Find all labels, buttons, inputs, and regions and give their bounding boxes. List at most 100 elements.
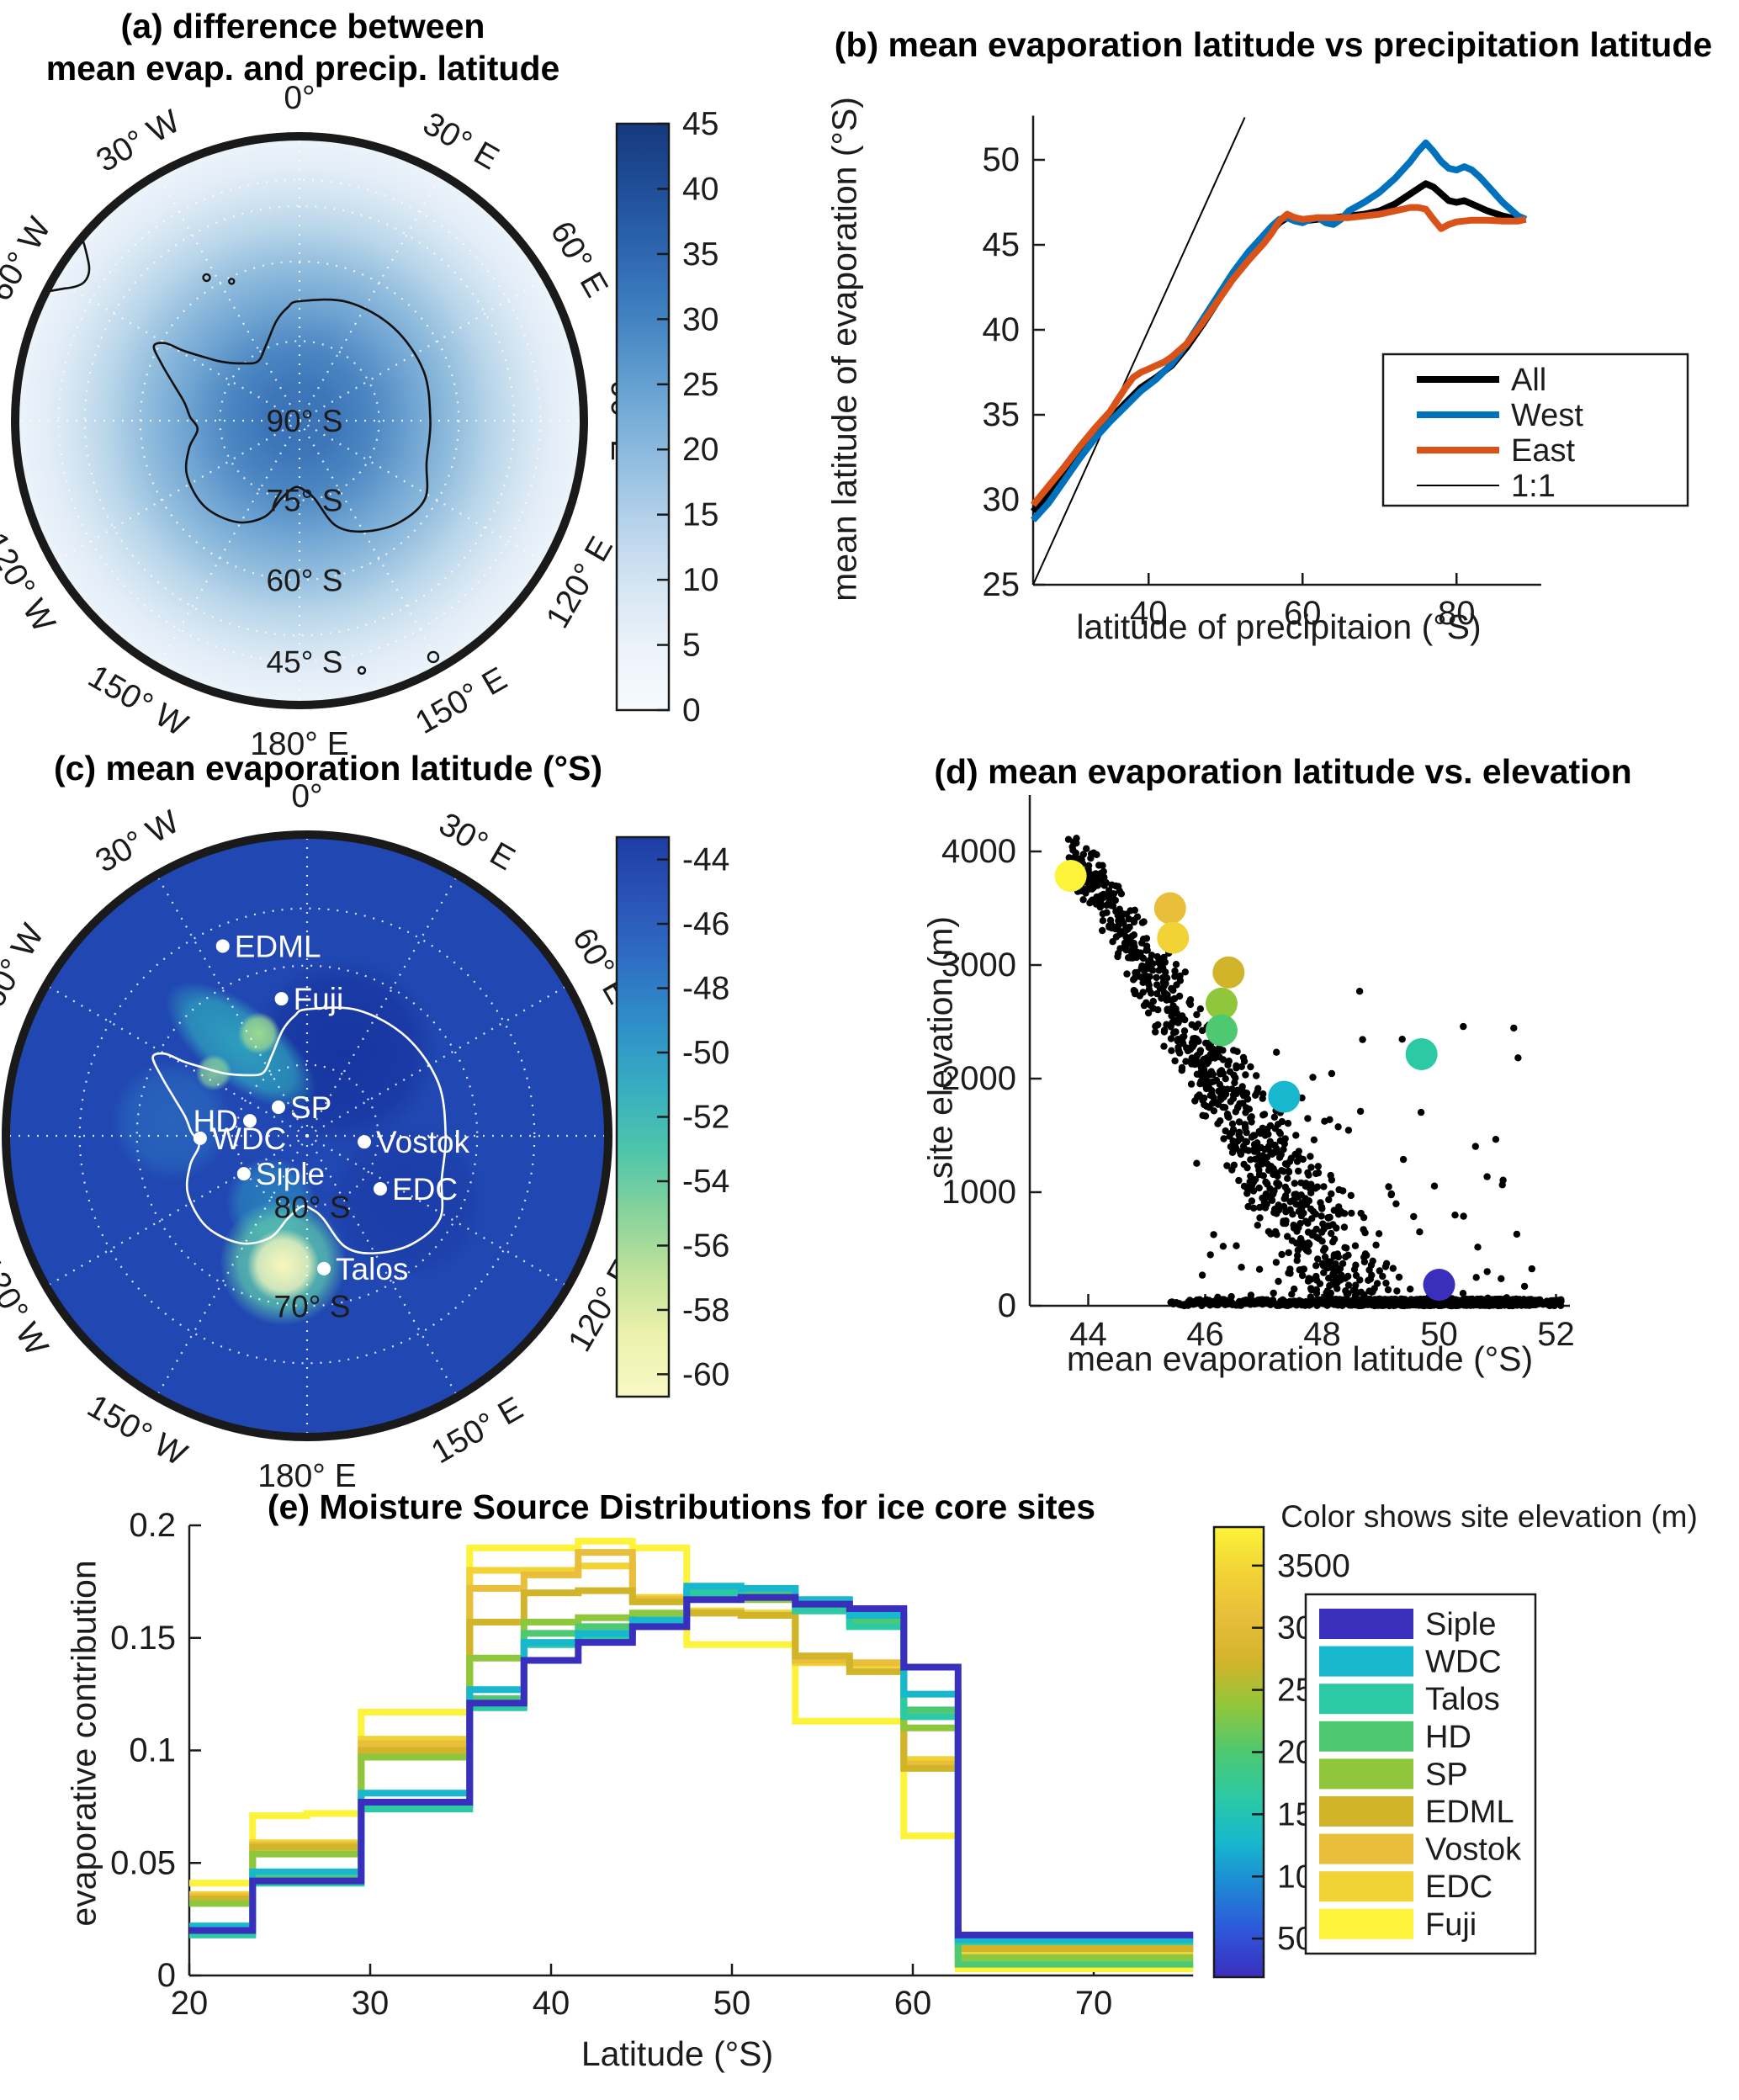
map-a-island bbox=[357, 666, 367, 676]
site-label-vostok: Vostok bbox=[376, 1125, 470, 1159]
legend-swatch-siple bbox=[1319, 1609, 1413, 1639]
site-marker-siple bbox=[236, 1167, 251, 1181]
site-label-edml: EDML bbox=[235, 929, 321, 963]
map-c-rim-label: 180° E bbox=[257, 1458, 357, 1494]
panel-b-axes bbox=[1031, 115, 1541, 586]
colorbar-a-tick: 10 bbox=[682, 562, 718, 598]
site-marker-fuji bbox=[274, 992, 289, 1006]
colorbar-c-tick: -56 bbox=[682, 1228, 729, 1264]
colorbar-c-tick: -60 bbox=[682, 1356, 729, 1392]
map-a-lat-label: 45° S bbox=[267, 644, 343, 679]
panel-a-title: (a) difference between mean evap. and pr… bbox=[25, 5, 581, 89]
colorbar-c-tick: -46 bbox=[682, 906, 729, 942]
map-c-color-patch bbox=[111, 1060, 232, 1181]
panel-e-ytick: 0.1 bbox=[129, 1732, 176, 1769]
series-1-1 bbox=[1032, 117, 1246, 586]
msd-series-fuji bbox=[189, 1537, 1194, 1972]
colorbar-c-tick: -54 bbox=[682, 1164, 729, 1200]
site-dot-edml bbox=[1212, 956, 1245, 989]
panel-d-ytick: 3000 bbox=[941, 947, 1016, 984]
site-marker-hd bbox=[242, 1114, 257, 1128]
map-c-rim-label: 0° bbox=[291, 778, 322, 814]
colorbar-e-tick: 3500 bbox=[1277, 1548, 1350, 1584]
panel-b-xtick: 80 bbox=[1438, 595, 1476, 632]
map-a-rim bbox=[11, 132, 588, 709]
site-marker-edml bbox=[215, 939, 230, 953]
panel-e-xtick: 70 bbox=[1075, 1985, 1113, 2022]
colorbar-c: -44 -46 -48 -50 -52 -54 -56 -58 -60 bbox=[615, 835, 729, 1398]
panel-a-title-line1: (a) difference between bbox=[120, 7, 485, 45]
map-c-lat-label: 80° S bbox=[274, 1190, 351, 1224]
panel-e-xtick: 40 bbox=[533, 1985, 570, 2022]
map-a-graticule bbox=[15, 136, 584, 705]
panel-e-ytick: 0.2 bbox=[129, 1507, 176, 1544]
panel-e-xtick: 60 bbox=[894, 1985, 932, 2022]
panel-d-scatter-chart: 44 46 48 50 52 0 1000 2000 3000 4000 bbox=[941, 795, 1575, 1353]
colorbar-c-tick: -48 bbox=[682, 971, 729, 1007]
site-dot-talos bbox=[1405, 1037, 1438, 1070]
map-a-island bbox=[202, 273, 211, 283]
site-label-talos: Talos bbox=[336, 1252, 408, 1286]
colorbar-c-tick: -58 bbox=[682, 1292, 729, 1328]
legend-label-talos: Talos bbox=[1425, 1682, 1500, 1717]
panel-d-ytick: 4000 bbox=[941, 833, 1016, 870]
panel-d-xtick: 46 bbox=[1186, 1316, 1224, 1353]
legend-label-edc: EDC bbox=[1425, 1869, 1492, 1905]
msd-series-edc bbox=[189, 1562, 1194, 1954]
panel-d-xtick: 48 bbox=[1303, 1316, 1341, 1353]
panel-e-xtick: 20 bbox=[171, 1985, 209, 2022]
panel-b-ytick: 35 bbox=[983, 396, 1021, 433]
site-label-edc: EDC bbox=[392, 1172, 458, 1206]
panel-e-ytick: 0.15 bbox=[110, 1620, 176, 1657]
panel-e-xtick: 50 bbox=[713, 1985, 751, 2022]
legend-label-fuji: Fuji bbox=[1425, 1907, 1477, 1943]
colorbar-a-tick: 45 bbox=[682, 106, 718, 142]
msd-series-siple bbox=[189, 1594, 1194, 1938]
colorbar-c-tick: -44 bbox=[682, 842, 729, 878]
panel-d-ytick: 2000 bbox=[941, 1060, 1016, 1097]
legend-label-hd: HD bbox=[1425, 1720, 1471, 1755]
legend-label-edml: EDML bbox=[1425, 1795, 1514, 1830]
colorbar-a-tick: 0 bbox=[682, 692, 701, 729]
panel-d-title: (d) mean evaporation latitude vs. elevat… bbox=[934, 752, 1632, 791]
colorbar-a: 45 40 35 30 25 20 15 10 5 0 bbox=[615, 106, 718, 729]
map-a-antarctica-coastline bbox=[152, 298, 432, 533]
map-a-rim-label: 180° E bbox=[250, 726, 349, 762]
legend-swatch-talos bbox=[1319, 1684, 1413, 1715]
panel-d-ytick: 0 bbox=[998, 1287, 1016, 1324]
panel-e-ytick: 0.05 bbox=[110, 1844, 176, 1881]
colorbar-a-tick: 5 bbox=[682, 628, 701, 664]
panel-e-step-chart: 20304050607000.050.10.150.23500300025002… bbox=[110, 1507, 1537, 2022]
map-a-lat-label: 60° S bbox=[267, 563, 343, 597]
panel-d-ytick: 1000 bbox=[941, 1174, 1016, 1211]
colorbar-c-tick: -52 bbox=[682, 1100, 729, 1136]
colorbar-a-tick: 35 bbox=[682, 236, 718, 273]
map-c-rim bbox=[2, 830, 612, 1441]
panel-e-colorbar-title: Color shows site elevation (m) bbox=[1280, 1499, 1698, 1534]
panel-b-ytick: 25 bbox=[983, 566, 1021, 603]
panel-e-xtick: 30 bbox=[352, 1985, 390, 2022]
site-marker-talos bbox=[317, 1261, 331, 1275]
panel-e-title: (e) Moisture Source Distributions for ic… bbox=[267, 1488, 1096, 1526]
legend-label-wdc: WDC bbox=[1425, 1645, 1502, 1680]
map-a-rim-label: 0° bbox=[284, 80, 315, 116]
map-c-color-patch bbox=[165, 981, 316, 1110]
panel-a-title-line2: mean evap. and precip. latitude bbox=[45, 49, 560, 88]
panel-e-ytick: 0 bbox=[157, 1957, 176, 1994]
legend-swatch-sp bbox=[1319, 1758, 1413, 1790]
map-c-color-patch bbox=[195, 1054, 232, 1091]
colorbar-a-tick: 25 bbox=[682, 367, 718, 403]
legend-swatch-hd bbox=[1319, 1721, 1413, 1752]
colorbar-c-tick: -50 bbox=[682, 1035, 729, 1071]
map-a-island bbox=[228, 278, 236, 285]
legend-label-vostok: Vostok bbox=[1425, 1832, 1522, 1868]
site-dot-fuji bbox=[1054, 860, 1087, 893]
site-marker-edc bbox=[373, 1182, 387, 1196]
colorbar-a-tick: 20 bbox=[682, 432, 718, 468]
